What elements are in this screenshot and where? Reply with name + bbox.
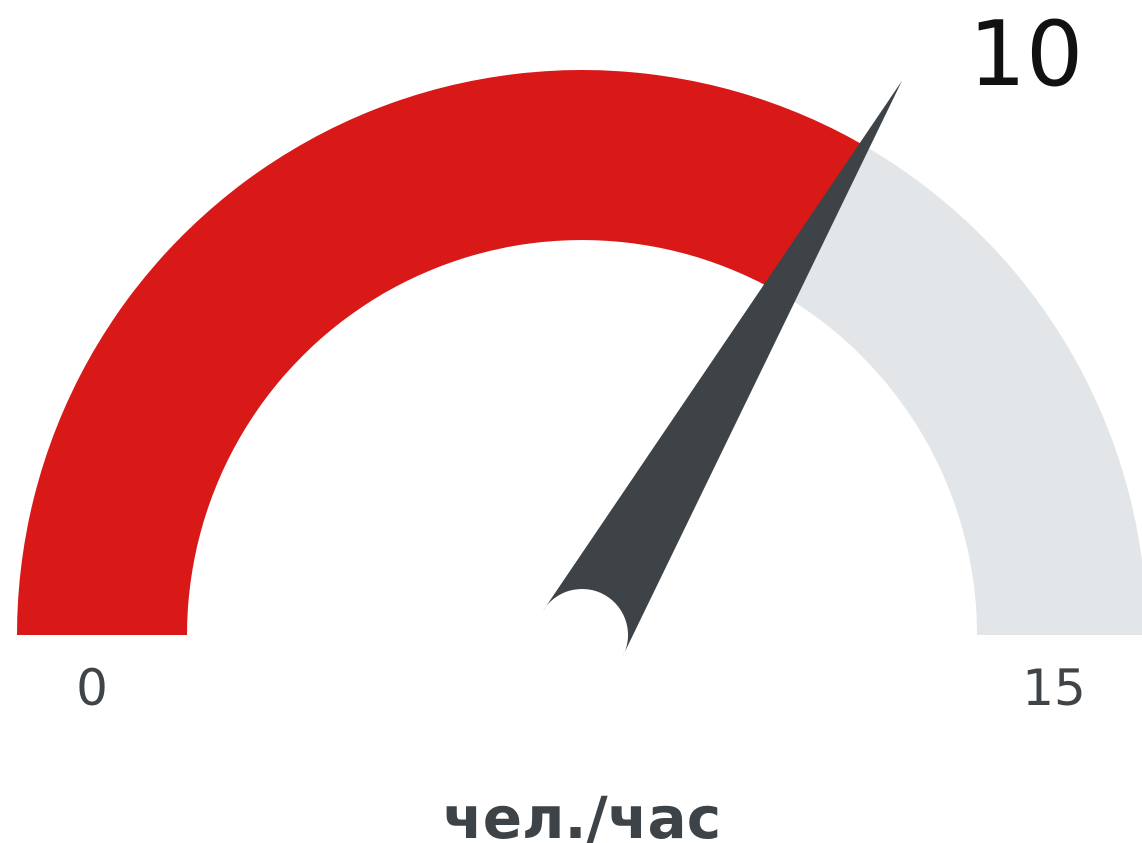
gauge-min-label: 0 (76, 659, 108, 717)
gauge-value-label: 10 (969, 2, 1084, 107)
gauge-needle (542, 80, 902, 658)
gauge-max-label: 15 (1022, 659, 1086, 717)
gauge-unit-label: чел./час (443, 784, 721, 843)
gauge-value-arc (17, 69, 865, 636)
